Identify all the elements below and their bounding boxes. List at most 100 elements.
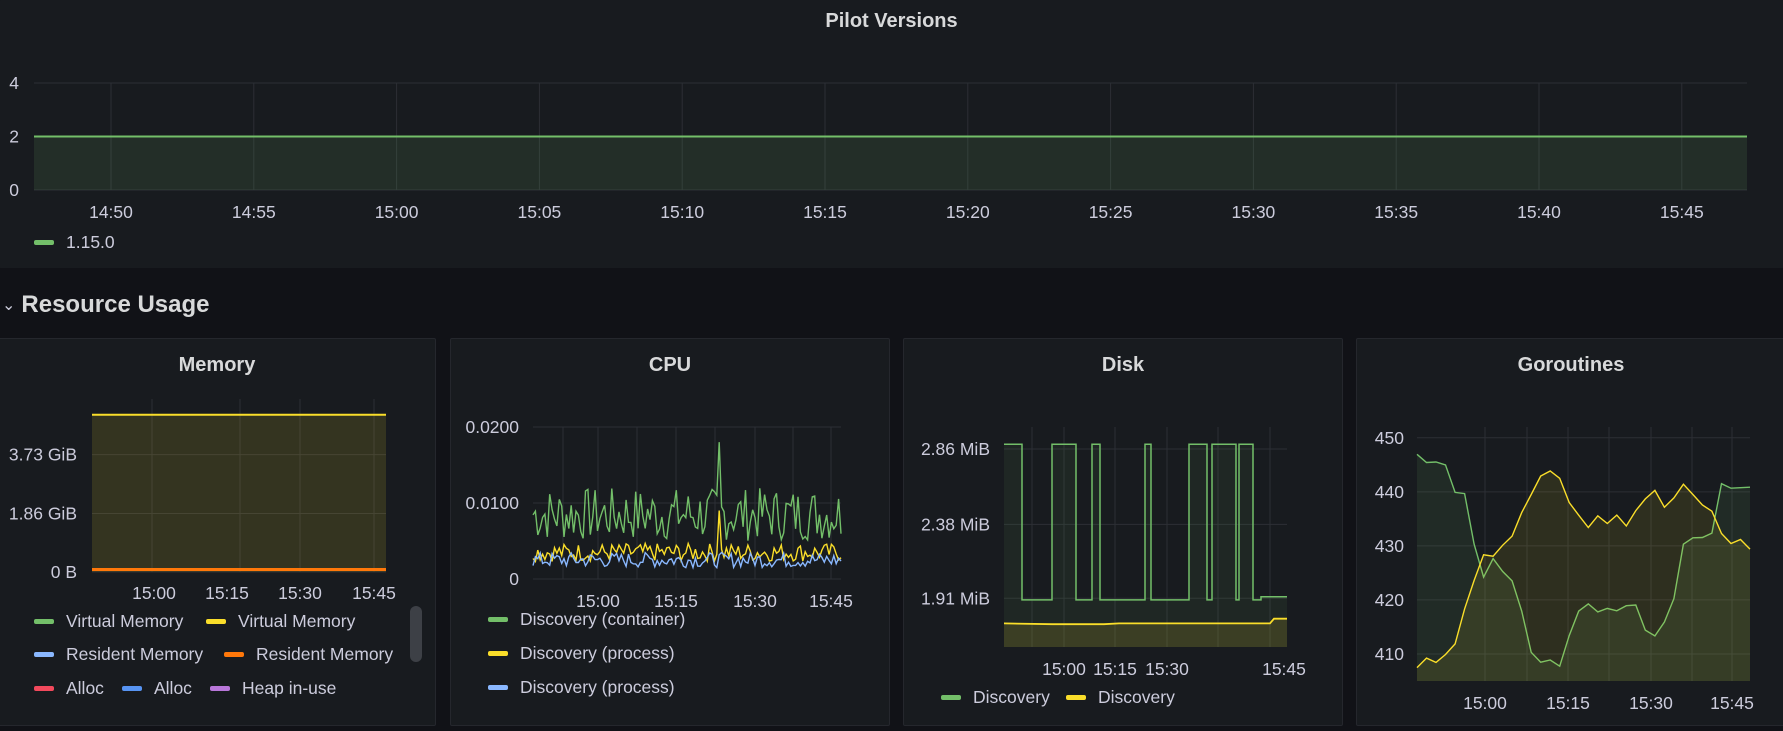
legend-label: Discovery (container): [520, 609, 686, 629]
legend-item[interactable]: Discovery: [941, 687, 1050, 708]
x-tick-label: 15:10: [660, 202, 704, 222]
x-tick-label: 15:40: [1517, 202, 1561, 222]
legend-item[interactable]: Discovery (process): [488, 677, 675, 698]
legend-swatch-icon: [941, 695, 961, 700]
legend-item[interactable]: Alloc: [34, 678, 104, 699]
y-tick-label: 2.86 MiB: [921, 439, 990, 459]
x-tick-label: 15:15: [803, 202, 847, 222]
goroutines-title[interactable]: Goroutines: [1517, 354, 1625, 376]
legend-swatch-icon: [34, 240, 54, 245]
pilot-versions-title[interactable]: Pilot Versions: [825, 10, 958, 32]
disk-green-line: [1004, 443, 1287, 601]
resource-usage-row-header[interactable]: ⌄ Resource Usage: [0, 285, 1783, 325]
x-tick-label: 14:55: [232, 202, 276, 222]
legend-item[interactable]: Discovery (process): [488, 643, 675, 664]
y-tick-label: 0.0100: [465, 493, 519, 513]
x-tick-label: 15:45: [352, 583, 396, 603]
goroutines-panel: Goroutines 410 420 430 440 450 15:00 15:15 15:3…: [1356, 338, 1783, 726]
legend-item[interactable]: Resident Memory: [224, 644, 393, 665]
legend-label: Virtual Memory: [66, 611, 184, 631]
x-tick-label: 15:45: [1262, 659, 1306, 679]
disk-yellow-area: [1004, 618, 1287, 647]
cpu-series-line: [532, 550, 842, 570]
series-area: [34, 136, 1747, 190]
legend-item[interactable]: Discovery: [1066, 687, 1175, 708]
x-tick-label: 14:50: [89, 202, 133, 222]
legend-item[interactable]: Virtual Memory: [34, 611, 183, 632]
disk-panel: Disk 1.91 MiB 2.38 MiB 2.86 MiB 15:00 15:15 1…: [903, 338, 1343, 726]
legend-swatch-icon: [488, 685, 508, 690]
y-tick-label: 0 B: [51, 562, 77, 582]
legend-label: Resident Memory: [256, 644, 394, 664]
legend-label: 1.15.0: [66, 232, 115, 252]
legend-item[interactable]: Resident Memory: [34, 644, 203, 665]
cpu-series-line: [532, 442, 842, 543]
goroutines-area: [1417, 471, 1750, 681]
legend-item[interactable]: Discovery (container): [488, 609, 685, 630]
memory-panel: Memory 0 B 1.86 GiB 3.73 GiB 15:00 15:15 15:3…: [0, 338, 436, 726]
legend-swatch-icon: [488, 651, 508, 656]
y-tick-label: 1.86 GiB: [9, 503, 77, 523]
y-tick-label: 1.91 MiB: [921, 588, 990, 608]
legend-label: Alloc: [154, 678, 192, 698]
legend-label: Virtual Memory: [238, 611, 356, 631]
pilot-versions-chart: 0 2 4 14:50 14:55 15:00 15:05 15:10 15:15 15:20 15…: [9, 73, 1747, 222]
x-tick-label: 15:45: [1710, 693, 1754, 713]
y-tick-label: 450: [1375, 428, 1404, 448]
legend-swatch-icon: [488, 617, 508, 622]
row-title[interactable]: Resource Usage: [21, 291, 210, 318]
x-tick-label: 15:25: [1089, 202, 1133, 222]
x-tick-label: 15:30: [1232, 202, 1276, 222]
cpu-title[interactable]: CPU: [648, 354, 692, 376]
virtual-memory-area: [92, 414, 386, 572]
cpu-chart: 0 0.0100 0.0200 15:00 15:15 15:30 15:45: [465, 417, 853, 611]
goroutines-chart: 410 420 430 440 450 15:00 15:15 15:30 15:45: [1375, 427, 1754, 713]
pilot-versions-panel: Pilot Versions 0 2 4 14:50 14:55 15:00 15:05 15…: [0, 0, 1783, 268]
x-tick-label: 15:15: [205, 583, 249, 603]
legend-swatch-icon: [210, 686, 230, 691]
x-tick-label: 15:20: [946, 202, 990, 222]
legend-swatch-icon: [34, 686, 54, 691]
legend-item[interactable]: Alloc: [122, 678, 192, 699]
legend-item[interactable]: Virtual Memory: [206, 611, 355, 632]
x-tick-label: 15:05: [518, 202, 562, 222]
x-tick-label: 15:30: [1629, 693, 1673, 713]
cpu-series-line: [532, 510, 842, 564]
x-tick-label: 15:00: [132, 583, 176, 603]
x-tick-label: 15:15: [654, 591, 698, 611]
memory-title[interactable]: Memory: [178, 354, 256, 376]
memory-chart: 0 B 1.86 GiB 3.73 GiB 15:00 15:15 15:30 15:45: [9, 399, 396, 603]
x-tick-label: 15:45: [809, 591, 853, 611]
legend-item[interactable]: 1.15.0: [34, 232, 115, 253]
legend-swatch-icon: [122, 686, 142, 691]
y-tick-label: 0: [9, 180, 19, 200]
legend-label: Discovery: [973, 687, 1050, 707]
x-tick-label: 15:30: [278, 583, 322, 603]
goroutines-line: [1416, 470, 1751, 669]
chevron-down-icon[interactable]: ⌄: [2, 297, 16, 314]
goroutines-area: [1417, 454, 1750, 681]
y-tick-label: 0.0200: [465, 417, 519, 437]
y-tick-label: 2: [9, 127, 19, 147]
y-tick-label: 440: [1375, 482, 1404, 502]
x-tick-label: 15:00: [576, 591, 620, 611]
x-tick-label: 15:45: [1660, 202, 1704, 222]
x-tick-label: 15:15: [1093, 659, 1137, 679]
goroutines-line: [1416, 453, 1751, 668]
legend-swatch-icon: [206, 619, 226, 624]
legend-swatch-icon: [1066, 695, 1086, 700]
y-tick-label: 0: [509, 569, 519, 589]
legend-swatch-icon: [34, 619, 54, 624]
legend-label: Alloc: [66, 678, 104, 698]
y-tick-label: 3.73 GiB: [9, 445, 77, 465]
y-tick-label: 2.38 MiB: [921, 514, 990, 534]
disk-title[interactable]: Disk: [1101, 354, 1145, 376]
legend-label: Discovery: [1098, 687, 1175, 707]
x-tick-label: 15:00: [375, 202, 419, 222]
y-tick-label: 410: [1375, 644, 1404, 664]
legend-scrollbar[interactable]: [410, 606, 422, 662]
x-tick-label: 15:35: [1374, 202, 1418, 222]
x-tick-label: 15:30: [1145, 659, 1189, 679]
legend-item[interactable]: Heap in-use: [210, 678, 336, 699]
legend-swatch-icon: [34, 652, 54, 657]
